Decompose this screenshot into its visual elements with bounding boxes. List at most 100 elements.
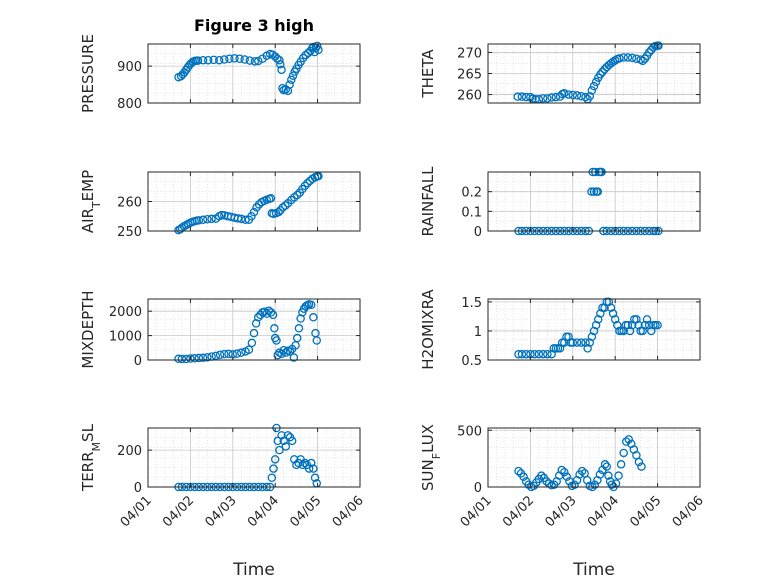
data-point — [538, 94, 548, 103]
x-tick-label: 04/04 — [245, 493, 282, 530]
data-point — [270, 455, 280, 464]
axes-box — [147, 43, 361, 104]
data-point — [250, 57, 260, 66]
data-point — [194, 216, 204, 225]
data-point — [186, 354, 195, 363]
subplot-theta: 260 265 270 THETA — [419, 41, 701, 104]
data-point — [294, 324, 304, 333]
x-tick-label: 04/01 — [458, 493, 495, 530]
y-tick-label: 270 — [457, 46, 482, 61]
y-axis-label: PRESSURE — [79, 34, 97, 113]
y-tick-label: 0.5 — [461, 354, 482, 369]
data-point — [604, 297, 614, 307]
data-point — [560, 338, 569, 347]
data-point — [644, 48, 654, 57]
data-point — [644, 320, 654, 330]
data-point — [198, 215, 208, 225]
data-point — [600, 303, 609, 312]
data-point — [279, 345, 288, 355]
data-point — [577, 338, 586, 347]
y-tick-label: 200 — [117, 444, 142, 459]
data-point — [270, 324, 279, 333]
data-point — [300, 181, 310, 191]
data-point — [190, 354, 199, 363]
data-point — [268, 310, 278, 320]
y-axis-label: THETA — [419, 49, 437, 99]
data-point — [613, 320, 622, 330]
data-point — [602, 462, 611, 471]
y-axis-label: TERRMSL — [79, 423, 103, 492]
data-point — [653, 320, 662, 330]
data-point — [547, 349, 556, 359]
data-point — [600, 65, 609, 74]
y-axis-label: RAINFALL — [419, 166, 437, 237]
data-point — [304, 464, 314, 473]
data-point — [638, 56, 648, 66]
data-point — [253, 56, 263, 66]
data-point — [632, 315, 641, 324]
data-point — [513, 92, 522, 101]
subplot-air-temp: 250 260 AIRTEMP — [79, 170, 361, 240]
data-point — [598, 67, 607, 77]
data-point — [194, 353, 204, 363]
data-point — [530, 349, 539, 359]
data-point — [244, 345, 254, 355]
subplot-terr-msl: 0 200 04/01 04/02 04/03 04/04 04/05 04/06 TERRMS… — [79, 423, 367, 580]
data-point — [608, 309, 618, 318]
data-point — [292, 460, 301, 470]
data-point — [306, 300, 316, 310]
x-tick-label: 04/03 — [543, 493, 580, 530]
data-point — [272, 336, 281, 345]
data-point — [537, 471, 546, 480]
data-point — [233, 214, 243, 223]
subplot-pressure: 800 900 PRESSURE — [79, 34, 361, 113]
data-point — [309, 464, 318, 473]
data-point — [572, 91, 582, 100]
data-point — [247, 338, 257, 348]
data-point — [640, 320, 650, 330]
data-point — [519, 472, 528, 482]
data-point — [306, 458, 316, 468]
data-point — [638, 326, 648, 336]
data-point — [619, 326, 628, 336]
x-axis-label: Time — [572, 560, 615, 580]
figure-title: Figure 3 high — [194, 16, 314, 35]
data-point — [591, 77, 601, 87]
data-point — [277, 431, 286, 440]
y-tick-label: 900 — [117, 60, 142, 75]
data-point — [207, 214, 216, 224]
data-point — [604, 471, 613, 480]
data-point — [224, 349, 233, 359]
data-point — [232, 349, 242, 358]
data-point — [211, 351, 221, 361]
data-point — [300, 458, 310, 468]
data-point — [623, 320, 633, 330]
data-point — [275, 55, 284, 65]
data-point — [287, 436, 297, 446]
data-point — [637, 462, 646, 471]
data-point — [245, 56, 255, 65]
data-point — [276, 60, 285, 69]
data-point — [237, 348, 246, 357]
data-point — [524, 480, 533, 489]
y-tick-label: 1 — [474, 325, 482, 340]
data-point — [646, 326, 656, 336]
data-point — [572, 338, 582, 347]
data-point — [288, 71, 298, 80]
subplot-rainfall: 0 0.1 0.2 RAINFALL — [419, 166, 701, 240]
data-point — [225, 54, 234, 64]
y-tick-label: 0 — [134, 354, 142, 369]
data-point — [203, 55, 213, 65]
data-point — [198, 353, 208, 363]
data-point — [269, 464, 278, 473]
data-point — [606, 303, 616, 312]
data-point — [193, 56, 203, 65]
data-point — [562, 472, 572, 482]
subplot-h2omixra: 0.5 1 1.5 H2OMIXRA — [419, 289, 701, 370]
data-point — [253, 313, 263, 322]
data-point — [312, 41, 322, 51]
data-point — [177, 354, 187, 364]
data-point — [220, 349, 229, 359]
data-point — [235, 54, 244, 64]
